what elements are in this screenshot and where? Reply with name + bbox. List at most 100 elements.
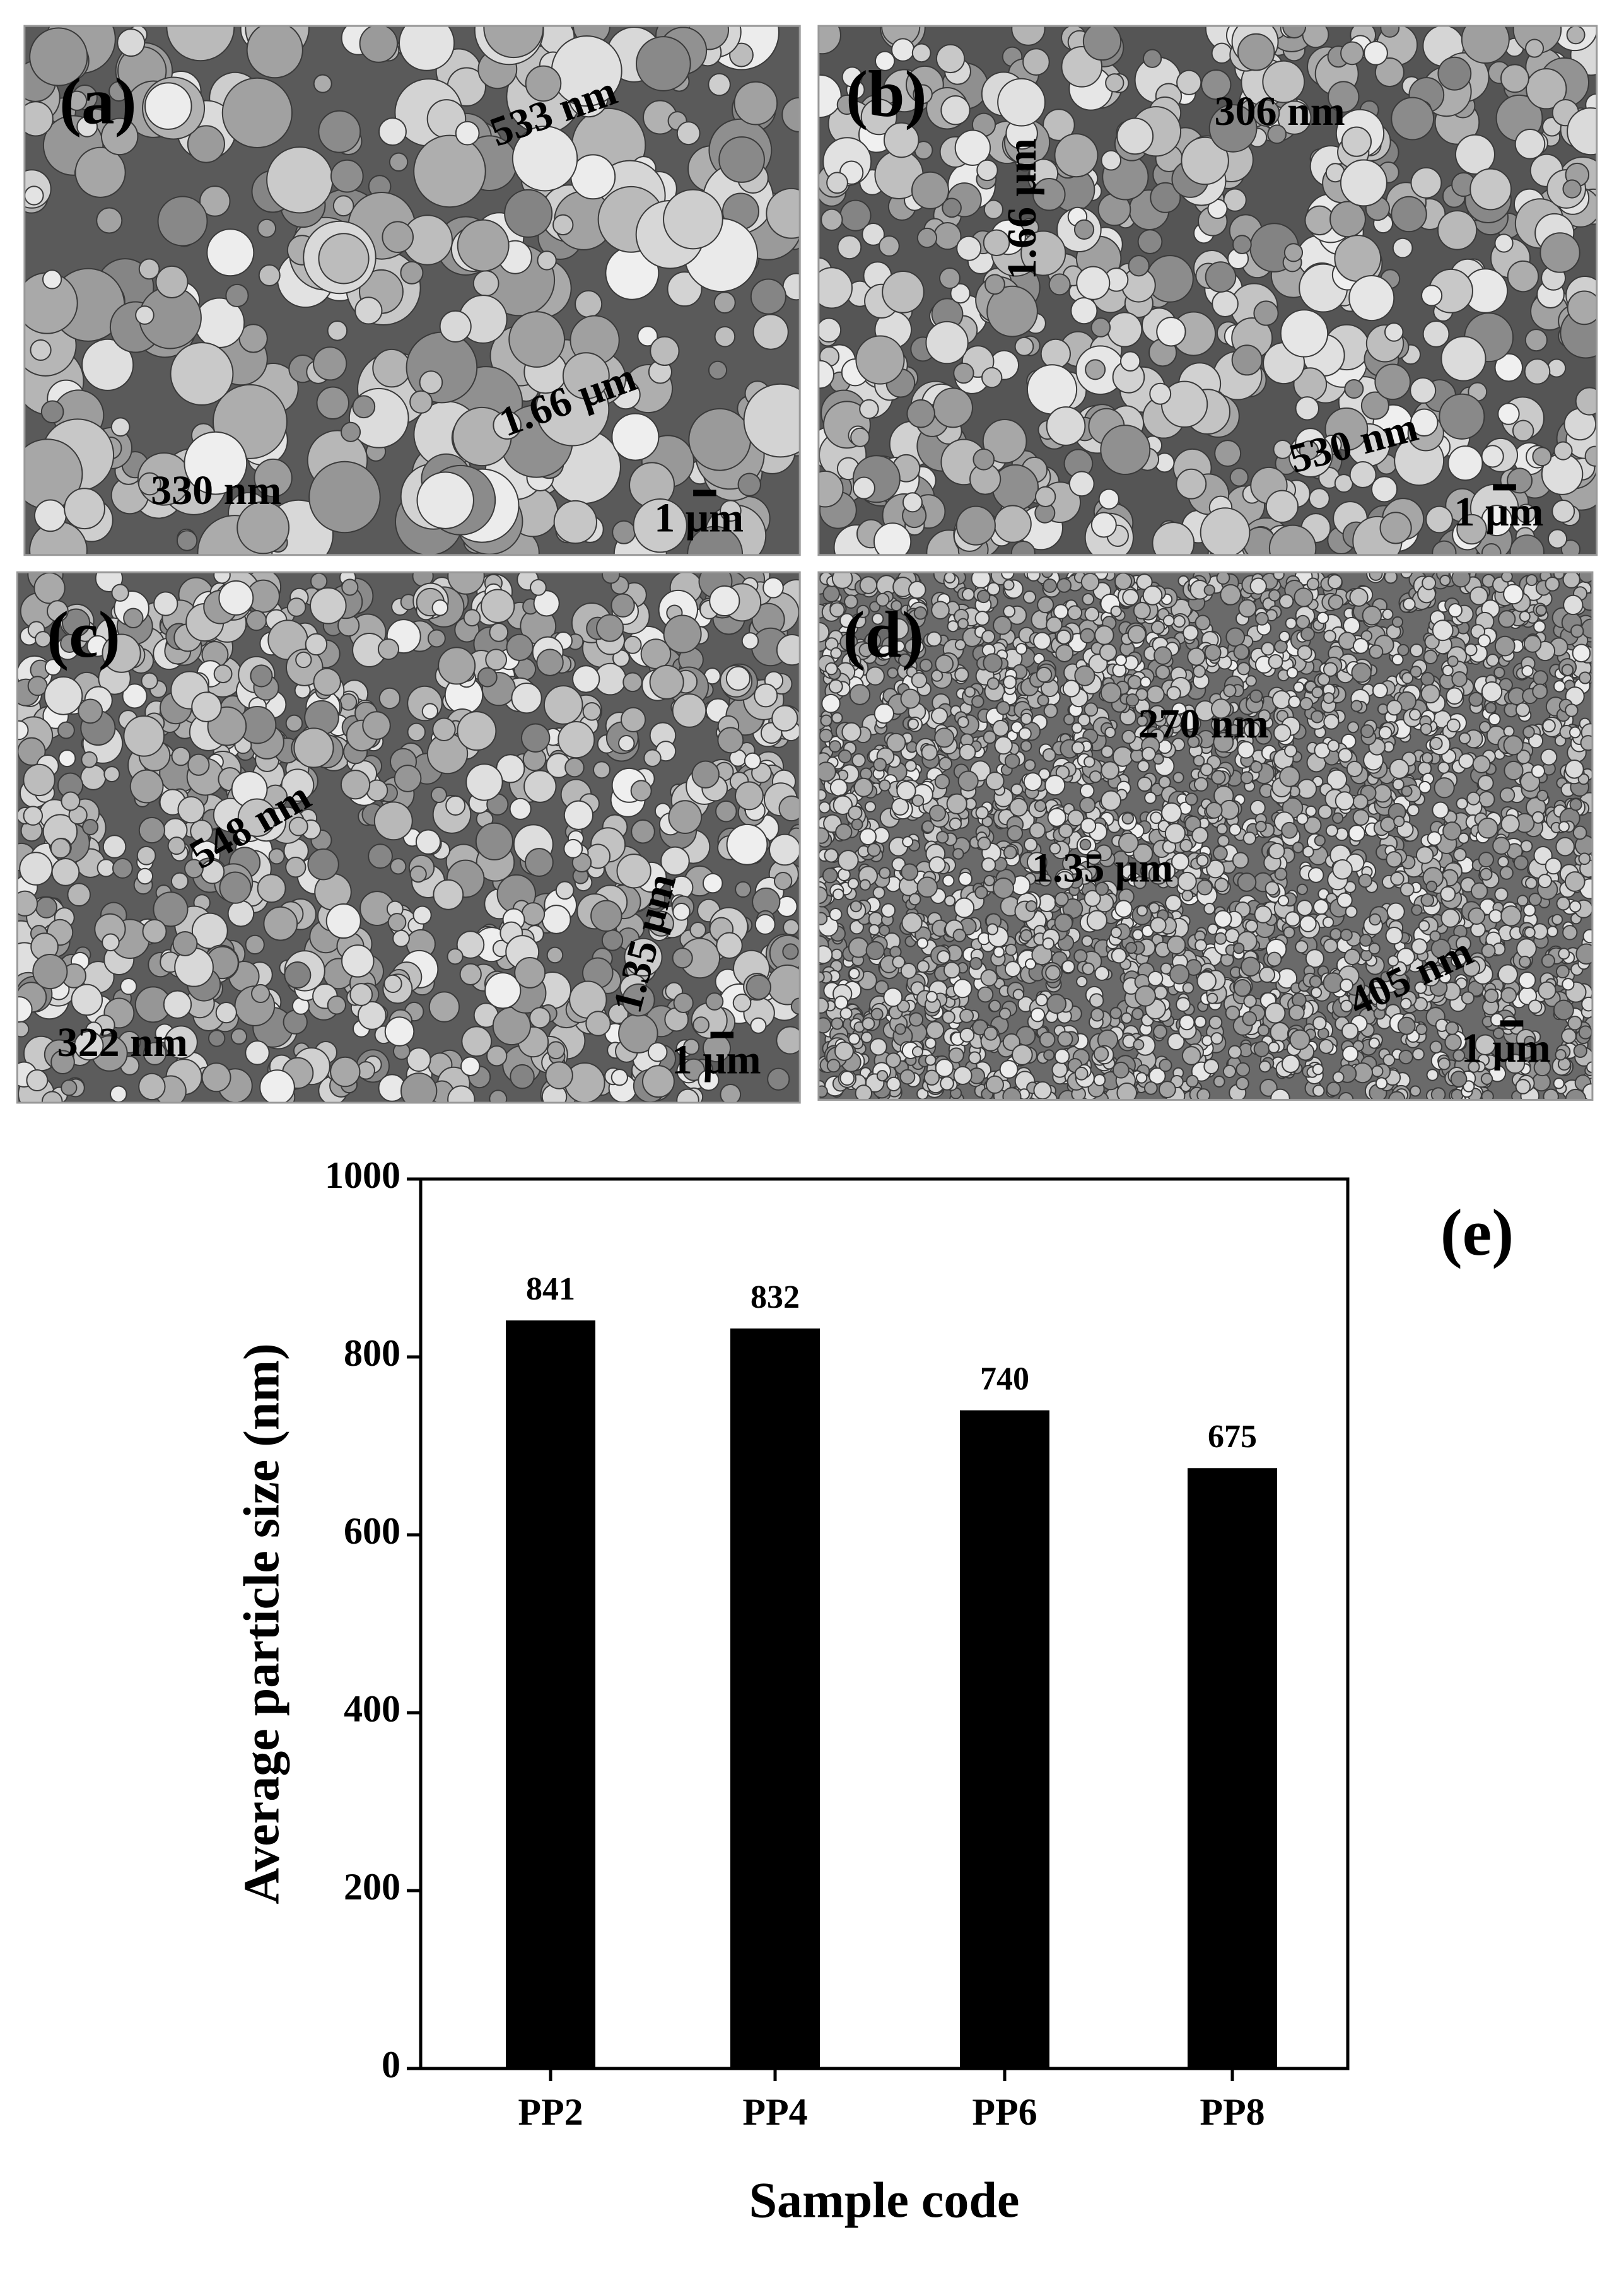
particle bbox=[1127, 674, 1142, 690]
sem-image bbox=[818, 572, 1592, 1100]
particle bbox=[601, 572, 621, 584]
particle bbox=[433, 879, 464, 910]
particle bbox=[1076, 266, 1111, 300]
particle bbox=[1267, 124, 1287, 144]
particle bbox=[705, 992, 724, 1011]
particle bbox=[1572, 825, 1587, 840]
particle bbox=[1567, 107, 1597, 156]
particle bbox=[1458, 832, 1469, 844]
particle bbox=[1478, 852, 1494, 868]
particle bbox=[1486, 654, 1500, 667]
particle bbox=[1305, 805, 1317, 817]
particle bbox=[925, 1054, 937, 1066]
particle bbox=[1181, 136, 1229, 185]
particle bbox=[1418, 920, 1430, 932]
particle bbox=[170, 872, 189, 890]
particle bbox=[911, 171, 949, 209]
particle bbox=[1136, 573, 1153, 590]
particle bbox=[123, 607, 144, 628]
particle bbox=[1323, 630, 1336, 643]
particle bbox=[1253, 1041, 1270, 1057]
particle bbox=[1084, 702, 1099, 717]
particle bbox=[849, 684, 871, 705]
particle bbox=[867, 843, 881, 857]
particle bbox=[1153, 1024, 1167, 1039]
particle bbox=[1369, 913, 1382, 926]
particle bbox=[771, 705, 798, 732]
particle bbox=[251, 983, 271, 1004]
particle bbox=[683, 1038, 700, 1055]
particle bbox=[460, 1056, 481, 1076]
particle bbox=[1420, 893, 1435, 907]
particle bbox=[726, 823, 768, 866]
particle bbox=[1380, 816, 1396, 833]
particle bbox=[1332, 812, 1344, 824]
particle bbox=[663, 614, 702, 654]
particle bbox=[1493, 666, 1505, 679]
particle bbox=[667, 271, 703, 307]
particle bbox=[1500, 64, 1529, 93]
sem-border bbox=[16, 571, 801, 1104]
particle bbox=[1523, 903, 1536, 917]
particle bbox=[946, 793, 967, 814]
particle bbox=[1349, 461, 1377, 488]
particle bbox=[911, 794, 925, 807]
particle bbox=[668, 800, 703, 835]
particle bbox=[1528, 999, 1543, 1014]
particle bbox=[35, 896, 57, 918]
particle bbox=[879, 924, 891, 936]
particle bbox=[663, 189, 723, 250]
particle bbox=[954, 667, 969, 683]
particle bbox=[1297, 645, 1312, 660]
particle bbox=[1208, 103, 1258, 153]
particle bbox=[1515, 702, 1531, 717]
particle bbox=[1422, 575, 1437, 590]
particle bbox=[692, 1016, 710, 1034]
particle bbox=[859, 399, 879, 420]
particle bbox=[428, 991, 460, 1023]
particle bbox=[199, 185, 231, 217]
particle bbox=[1196, 879, 1213, 896]
particle bbox=[911, 672, 928, 689]
particle bbox=[1133, 876, 1147, 889]
particle bbox=[407, 722, 426, 742]
particle bbox=[33, 499, 67, 532]
particle bbox=[463, 609, 481, 627]
particle bbox=[955, 505, 996, 546]
particle bbox=[1567, 290, 1597, 326]
particle bbox=[1562, 179, 1582, 199]
particle bbox=[81, 338, 134, 391]
particle bbox=[849, 920, 864, 935]
particle bbox=[1297, 778, 1317, 799]
particle bbox=[135, 305, 155, 325]
particle bbox=[237, 501, 290, 555]
particle bbox=[1524, 926, 1536, 939]
particle bbox=[1135, 688, 1148, 701]
size-annotation: 330 nm bbox=[151, 467, 281, 513]
particle bbox=[100, 117, 139, 156]
particle bbox=[563, 838, 583, 859]
particle bbox=[112, 858, 133, 879]
particle bbox=[959, 1008, 974, 1023]
particle bbox=[372, 348, 411, 388]
particle bbox=[313, 74, 332, 93]
particle bbox=[908, 1012, 924, 1027]
particle bbox=[137, 472, 161, 496]
particle bbox=[1295, 940, 1309, 954]
particle bbox=[1444, 1033, 1462, 1051]
particle bbox=[891, 600, 903, 612]
particle bbox=[715, 800, 737, 823]
particle bbox=[1307, 867, 1324, 883]
particle bbox=[67, 883, 91, 907]
particle bbox=[954, 129, 991, 166]
particle bbox=[1022, 48, 1050, 76]
particle bbox=[831, 948, 843, 961]
particle bbox=[1584, 445, 1597, 467]
particle bbox=[820, 714, 832, 727]
particle bbox=[19, 852, 53, 886]
particle bbox=[637, 326, 658, 347]
particle bbox=[1203, 1059, 1220, 1075]
particle bbox=[187, 125, 225, 163]
particle bbox=[340, 770, 371, 800]
particle bbox=[851, 818, 863, 831]
